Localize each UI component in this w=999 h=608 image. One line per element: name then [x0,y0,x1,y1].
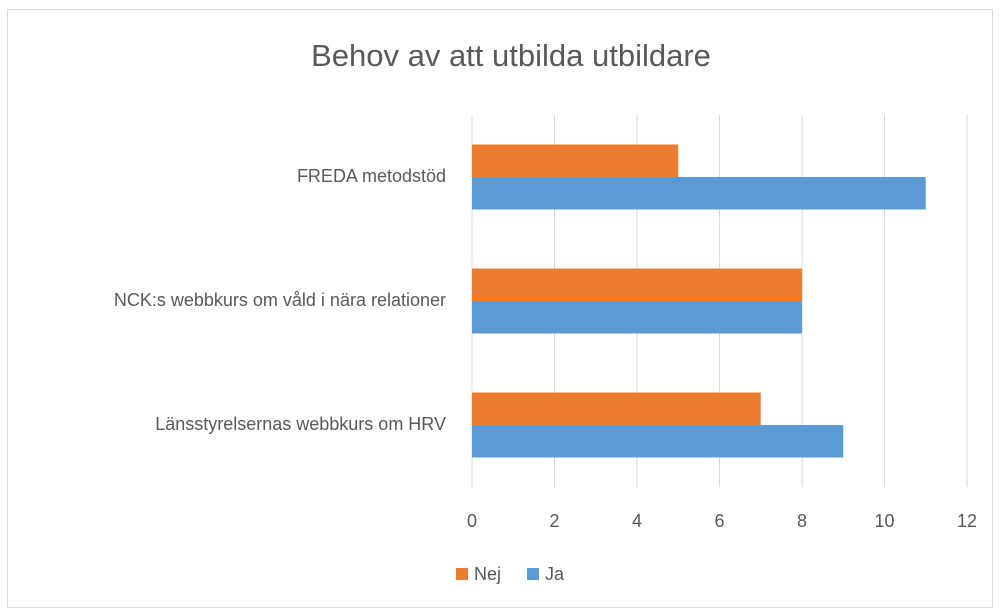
legend-swatch [527,568,540,580]
bar [472,301,802,334]
chart-title: Behov av att utbilda utbildare [311,38,711,73]
y-tick-label: FREDA metodstöd [297,166,446,186]
bar [472,144,679,177]
y-tick-label: NCK:s webbkurs om våld i nära relationer [114,290,446,310]
x-tick-label: 0 [467,511,477,531]
y-tick-label: Länsstyrelsernas webbkurs om HRV [155,414,446,434]
legend-swatch [456,568,468,580]
x-tick-label: 10 [874,511,894,531]
x-tick-label: 2 [549,511,559,531]
legend-label: Ja [545,564,565,584]
bar [472,268,802,301]
x-tick-label: 6 [714,511,724,531]
x-tick-label: 4 [632,511,642,531]
x-tick-label: 12 [957,511,977,531]
bar [472,177,926,210]
bar [472,392,761,425]
bar [472,425,844,458]
legend-label: Nej [474,564,501,584]
x-tick-label: 8 [797,511,807,531]
